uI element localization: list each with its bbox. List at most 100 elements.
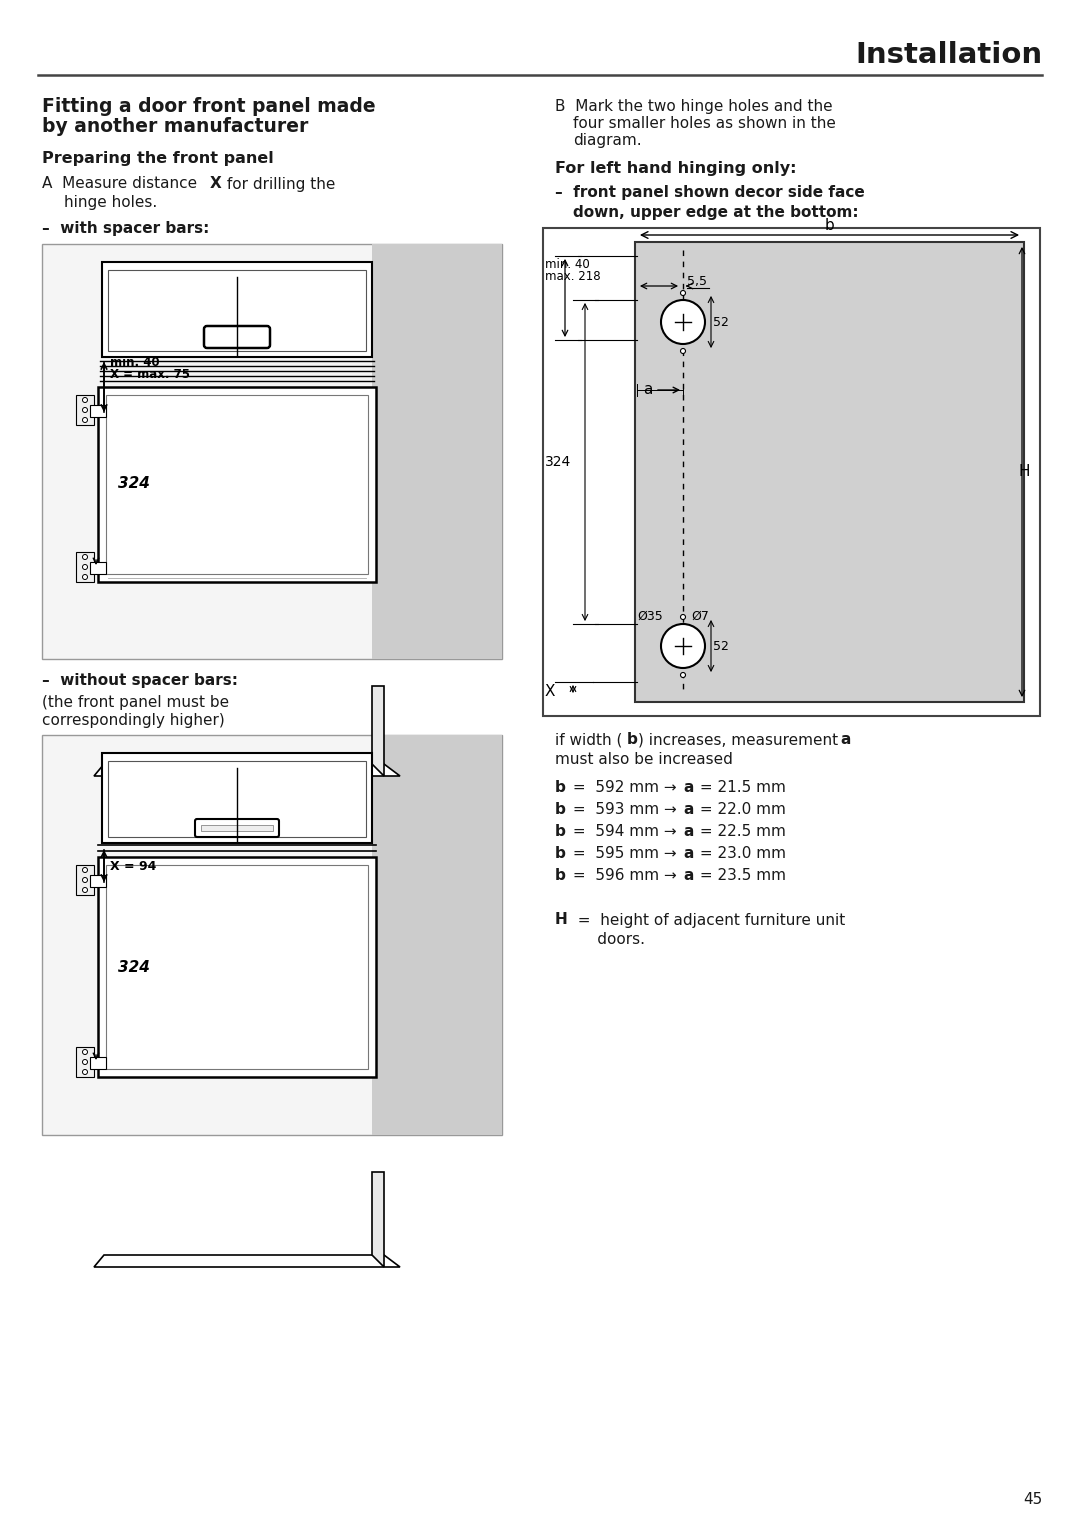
Text: b: b — [824, 219, 834, 232]
Bar — [42, 735, 502, 1135]
Text: X = 94: X = 94 — [110, 859, 157, 873]
Text: b: b — [555, 824, 566, 839]
Circle shape — [82, 408, 87, 413]
Circle shape — [82, 398, 87, 402]
Text: four smaller holes as shown in the: four smaller holes as shown in the — [573, 116, 836, 131]
Text: = 22.5 mm: = 22.5 mm — [696, 824, 786, 839]
Text: b: b — [627, 732, 638, 748]
Bar — [76, 1047, 94, 1076]
Text: –  front panel shown decor side face: – front panel shown decor side face — [555, 185, 865, 200]
Text: Preparing the front panel: Preparing the front panel — [42, 150, 273, 165]
Bar — [372, 245, 502, 659]
Circle shape — [82, 1069, 87, 1075]
Bar — [90, 405, 106, 417]
Text: correspondingly higher): correspondingly higher) — [42, 713, 225, 728]
Circle shape — [82, 1060, 87, 1064]
Text: 324: 324 — [545, 456, 571, 469]
Text: X: X — [210, 176, 221, 191]
Text: min. 40: min. 40 — [545, 257, 590, 271]
Text: =  592 mm →: = 592 mm → — [568, 780, 681, 795]
Bar — [543, 228, 1040, 716]
Text: a: a — [644, 382, 653, 398]
Circle shape — [82, 1049, 87, 1055]
Bar — [201, 826, 273, 830]
Text: a: a — [683, 868, 693, 884]
Text: X: X — [545, 683, 555, 699]
Text: Ø35: Ø35 — [637, 610, 663, 622]
Text: hinge holes.: hinge holes. — [64, 194, 158, 209]
Circle shape — [82, 878, 87, 882]
Circle shape — [661, 624, 705, 668]
Bar — [98, 387, 376, 583]
Text: a: a — [840, 732, 850, 748]
Polygon shape — [372, 687, 384, 777]
Text: –  without spacer bars:: – without spacer bars: — [42, 673, 238, 688]
Circle shape — [82, 417, 87, 422]
Text: doors.: doors. — [568, 931, 645, 946]
Bar — [42, 245, 502, 659]
Bar — [90, 1057, 106, 1069]
Text: must also be increased: must also be increased — [555, 751, 733, 766]
Text: H: H — [1018, 465, 1029, 480]
Text: For left hand hinging only:: For left hand hinging only: — [555, 161, 797, 176]
Text: Fitting a door front panel made: Fitting a door front panel made — [42, 98, 376, 116]
Text: 324: 324 — [118, 960, 150, 974]
Text: 324: 324 — [118, 477, 150, 491]
Text: (the front panel must be: (the front panel must be — [42, 696, 229, 711]
Text: =  595 mm →: = 595 mm → — [568, 847, 681, 861]
Text: down, upper edge at the bottom:: down, upper edge at the bottom: — [573, 205, 859, 220]
Text: =  593 mm →: = 593 mm → — [568, 803, 681, 818]
Bar — [76, 552, 94, 583]
Circle shape — [680, 349, 686, 353]
Text: for drilling the: for drilling the — [222, 176, 336, 191]
Text: 52: 52 — [713, 639, 729, 653]
Bar — [102, 752, 372, 842]
Text: b: b — [555, 803, 566, 818]
Circle shape — [82, 564, 87, 569]
FancyBboxPatch shape — [204, 326, 270, 349]
Bar — [372, 735, 502, 1135]
Text: a: a — [683, 780, 693, 795]
Bar — [76, 865, 94, 894]
Polygon shape — [94, 1255, 400, 1268]
Text: = 21.5 mm: = 21.5 mm — [696, 780, 786, 795]
Bar — [635, 242, 1024, 702]
Text: if width (: if width ( — [555, 732, 622, 748]
Bar — [76, 394, 94, 425]
Polygon shape — [94, 764, 400, 777]
Text: X = max. 75: X = max. 75 — [110, 368, 190, 382]
Circle shape — [82, 887, 87, 893]
Text: a: a — [683, 824, 693, 839]
Circle shape — [680, 673, 686, 677]
Circle shape — [82, 575, 87, 579]
Bar — [108, 761, 366, 836]
FancyBboxPatch shape — [195, 820, 279, 836]
Text: b: b — [555, 780, 566, 795]
Text: 5,5: 5,5 — [687, 275, 707, 289]
Text: 45: 45 — [1023, 1492, 1042, 1508]
Bar — [90, 875, 106, 887]
Polygon shape — [372, 1173, 384, 1268]
Text: B  Mark the two hinge holes and the: B Mark the two hinge holes and the — [555, 99, 833, 115]
Text: ) increases, measurement: ) increases, measurement — [638, 732, 843, 748]
Text: b: b — [555, 847, 566, 861]
Circle shape — [680, 291, 686, 295]
Text: min. 40: min. 40 — [110, 356, 160, 370]
Text: =  594 mm →: = 594 mm → — [568, 824, 681, 839]
Text: Ø7: Ø7 — [691, 610, 708, 622]
Circle shape — [82, 867, 87, 873]
Circle shape — [680, 615, 686, 619]
Text: = 22.0 mm: = 22.0 mm — [696, 803, 786, 818]
Text: a: a — [683, 803, 693, 818]
Text: max. 218: max. 218 — [545, 269, 600, 283]
Text: a: a — [683, 847, 693, 861]
Bar — [98, 856, 376, 1076]
Text: =  height of adjacent furniture unit: = height of adjacent furniture unit — [568, 913, 846, 928]
Text: by another manufacturer: by another manufacturer — [42, 118, 309, 136]
Text: –  with spacer bars:: – with spacer bars: — [42, 220, 210, 235]
Text: H: H — [555, 913, 568, 928]
Bar — [108, 271, 366, 352]
Text: A  Measure distance: A Measure distance — [42, 176, 202, 191]
Text: 52: 52 — [713, 315, 729, 329]
Bar — [102, 261, 372, 356]
